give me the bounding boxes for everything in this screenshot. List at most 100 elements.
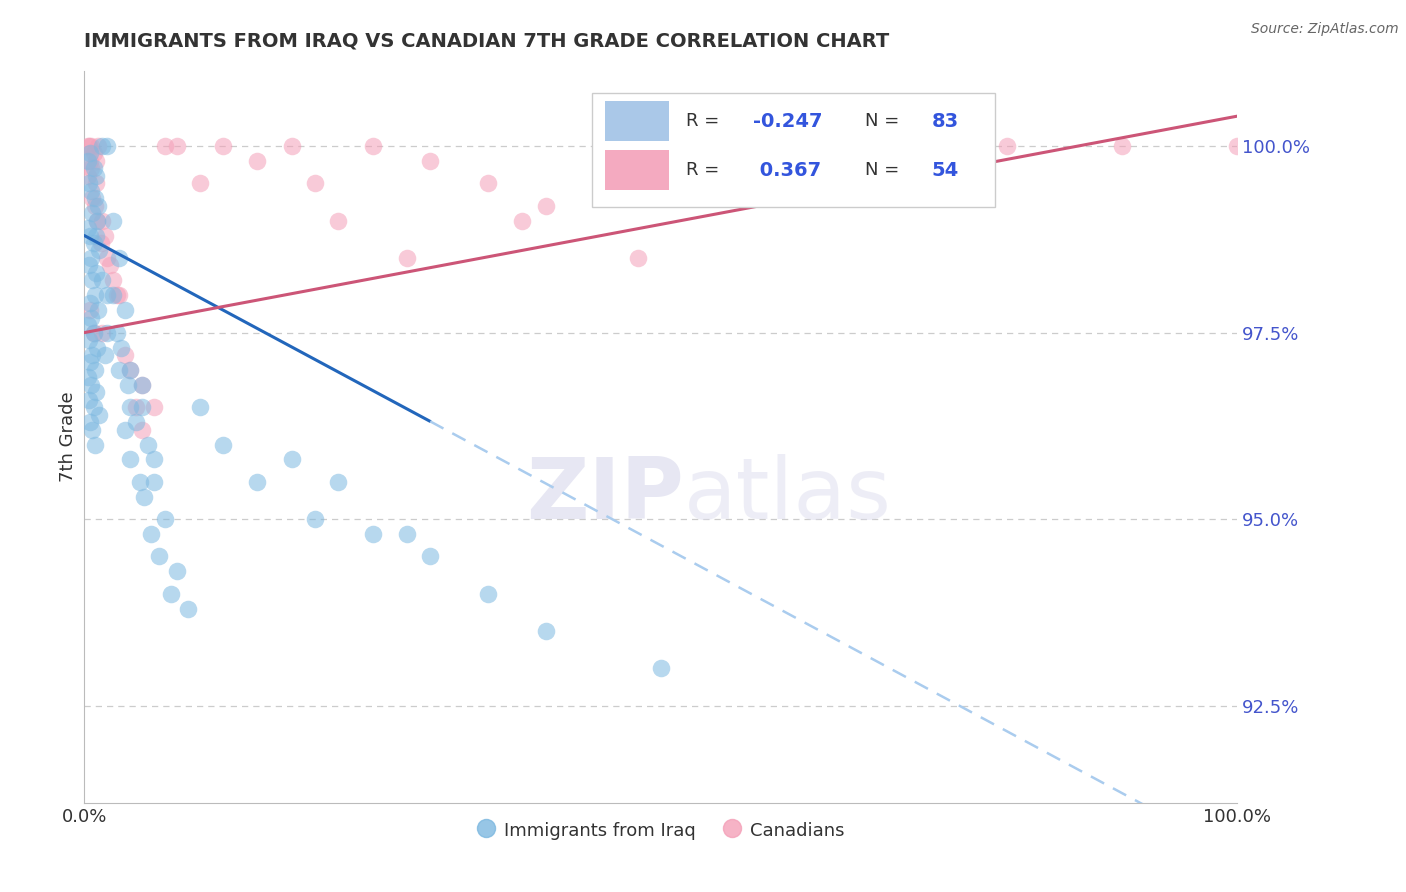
Point	[995, 139, 1018, 153]
Point	[84, 169, 107, 183]
Point	[98, 259, 121, 273]
Point	[82, 206, 104, 220]
Point	[82, 273, 104, 287]
Point	[87, 139, 110, 153]
Point	[153, 139, 176, 153]
Point	[76, 139, 98, 153]
Point	[114, 423, 136, 437]
Point	[80, 310, 103, 325]
Point	[94, 228, 117, 243]
Point	[90, 326, 112, 340]
Point	[77, 139, 100, 153]
Point	[83, 199, 105, 213]
Point	[512, 213, 534, 227]
Point	[160, 587, 183, 601]
Point	[1226, 139, 1249, 153]
Point	[131, 423, 153, 437]
Point	[326, 213, 349, 227]
Point	[177, 601, 200, 615]
Point	[142, 401, 165, 415]
Point	[114, 303, 136, 318]
Point	[108, 288, 131, 302]
Point	[83, 191, 105, 205]
Point	[246, 153, 269, 168]
Point	[76, 169, 98, 183]
Point	[89, 244, 111, 258]
Point	[96, 139, 118, 153]
Point	[361, 139, 384, 153]
Point	[83, 288, 105, 302]
Point	[281, 452, 304, 467]
Point	[131, 377, 153, 392]
Point	[76, 153, 98, 168]
Point	[707, 139, 730, 153]
Point	[117, 377, 139, 392]
Point	[84, 153, 107, 168]
Point	[534, 624, 557, 639]
Point	[83, 161, 105, 176]
Point	[125, 415, 148, 429]
FancyBboxPatch shape	[592, 94, 995, 207]
Point	[304, 512, 326, 526]
Point	[765, 139, 787, 153]
Point	[80, 139, 103, 153]
Legend: Immigrants from Iraq, Canadians: Immigrants from Iraq, Canadians	[470, 812, 852, 848]
Point	[304, 177, 326, 191]
Point	[79, 355, 101, 369]
Point	[76, 221, 98, 235]
Point	[125, 401, 148, 415]
FancyBboxPatch shape	[606, 101, 669, 141]
Point	[83, 363, 105, 377]
Point	[142, 452, 165, 467]
Point	[103, 288, 124, 302]
Point	[650, 661, 672, 675]
Point	[83, 437, 105, 451]
Point	[823, 139, 845, 153]
Point	[80, 161, 103, 176]
Point	[880, 139, 903, 153]
Point	[83, 146, 105, 161]
Text: R =: R =	[686, 112, 725, 130]
Point	[534, 199, 557, 213]
Point	[128, 475, 150, 489]
Text: ZIP: ZIP	[526, 454, 683, 537]
Text: 54: 54	[932, 161, 959, 179]
Point	[79, 415, 101, 429]
Point	[90, 139, 112, 153]
Point	[148, 549, 170, 564]
Point	[90, 213, 112, 227]
Point	[83, 326, 105, 340]
Point	[89, 235, 111, 250]
Y-axis label: 7th Grade: 7th Grade	[59, 392, 77, 483]
Point	[396, 251, 419, 265]
Text: R =: R =	[686, 161, 725, 179]
Point	[80, 377, 103, 392]
Point	[79, 146, 101, 161]
Point	[87, 199, 110, 213]
Point	[592, 139, 614, 153]
Point	[80, 184, 103, 198]
Point	[1111, 139, 1133, 153]
Point	[120, 452, 142, 467]
Text: -0.247: -0.247	[754, 112, 823, 130]
Point	[142, 475, 165, 489]
Point	[77, 177, 100, 191]
Point	[82, 423, 104, 437]
Point	[477, 587, 499, 601]
Point	[86, 213, 108, 227]
Point	[76, 318, 98, 332]
Point	[83, 235, 105, 250]
Point	[166, 565, 188, 579]
Point	[131, 401, 153, 415]
Point	[96, 288, 118, 302]
Point	[246, 475, 269, 489]
FancyBboxPatch shape	[606, 150, 669, 190]
Point	[281, 139, 304, 153]
Point	[77, 392, 100, 407]
Point	[96, 251, 118, 265]
Text: Source: ZipAtlas.com: Source: ZipAtlas.com	[1251, 22, 1399, 37]
Point	[419, 549, 441, 564]
Point	[120, 401, 142, 415]
Point	[103, 213, 124, 227]
Point	[77, 333, 100, 347]
